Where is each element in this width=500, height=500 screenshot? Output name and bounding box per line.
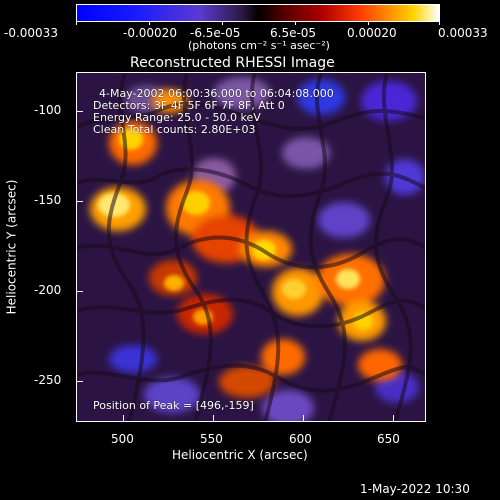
rhessi-image [77, 73, 425, 421]
y-tick-label--250: -250 [34, 373, 62, 387]
x-tick-label-550: 550 [200, 432, 223, 446]
x-tick-650 [393, 415, 394, 421]
colorbar-tick [222, 21, 223, 25]
colorbar-label-6: 0.00033 [438, 26, 488, 40]
clean-counts-annotation: Clean Total counts: 2.80E+03 [93, 123, 256, 136]
y-tick-label--150: -150 [34, 193, 62, 207]
y-tick-label--100: -100 [34, 103, 62, 117]
colorbar-tick [439, 21, 440, 25]
rhessi-image-frame: 4-May-2002 06:00:36.000 to 06:04:08.000 … [76, 72, 426, 422]
y-tick--100 [77, 111, 83, 112]
x-tick-550 [213, 415, 214, 421]
y-tick--250 [77, 381, 83, 382]
x-tick-label-500: 500 [111, 432, 134, 446]
y-tick--150 [77, 201, 83, 202]
y-tick--200 [77, 291, 83, 292]
x-tick-label-650: 650 [377, 432, 400, 446]
footer-timestamp: 1-May-2022 10:30 [360, 482, 470, 496]
peak-position-annotation: Position of Peak = [496,-159] [93, 399, 254, 412]
x-tick-500 [123, 415, 124, 421]
x-axis-label: Heliocentric X (arcsec) [172, 448, 308, 462]
colorbar-tick [76, 21, 77, 25]
colorbar [76, 4, 440, 22]
colorbar-tick [149, 21, 150, 25]
colorbar-units: (photons cm⁻² s⁻¹ asec⁻²) [188, 39, 330, 52]
x-tick-label-600: 600 [289, 432, 312, 446]
colorbar-label-3: -6.5e-05 [190, 26, 241, 40]
y-axis-label: Heliocentric Y (arcsec) [4, 179, 19, 315]
y-tick-label--200: -200 [34, 283, 62, 297]
time-range-annotation: 4-May-2002 06:00:36.000 to 06:04:08.000 [99, 87, 334, 100]
x-tick-600 [303, 415, 304, 421]
energy-range-annotation: Energy Range: 25.0 - 50.0 keV [93, 111, 261, 124]
colorbar-tick [368, 21, 369, 25]
colorbar-label-2: -0.00020 [123, 26, 177, 40]
colorbar-label-1: -0.00033 [4, 26, 58, 40]
colorbar-label-4: 6.5e-05 [270, 26, 317, 40]
colorbar-label-5: 0.00020 [347, 26, 397, 40]
colorbar-tick [295, 21, 296, 25]
detectors-annotation: Detectors: 3F 4F 5F 6F 7F 8F, Att 0 [93, 99, 285, 112]
plot-title: Reconstructed RHESSI Image [130, 55, 335, 71]
